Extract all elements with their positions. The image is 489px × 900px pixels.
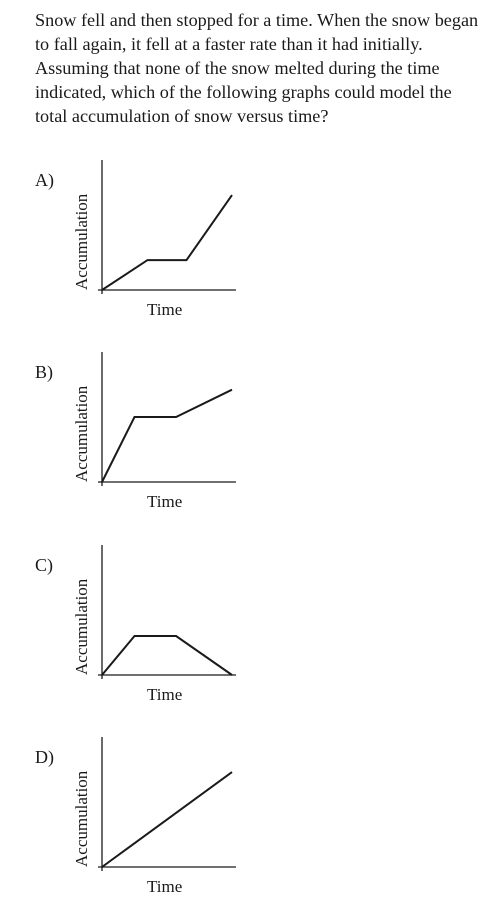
option-letter-b[interactable]: B): [35, 362, 53, 382]
x-axis-label-c: Time: [147, 685, 183, 704]
x-axis-label-b: Time: [147, 492, 183, 511]
option-letter-d[interactable]: D): [35, 747, 54, 767]
question-text: Snow fell and then stopped for a time. W…: [35, 10, 479, 126]
option-letter-c[interactable]: C): [35, 555, 53, 575]
option-letter-a[interactable]: A): [35, 170, 54, 190]
accumulation-line-c: [101, 635, 233, 676]
accumulation-line-d: [101, 771, 233, 868]
accumulation-line-a: [101, 194, 233, 291]
x-axis-label-a: Time: [147, 300, 183, 319]
accumulation-line-b: [101, 388, 233, 483]
x-axis-label-d: Time: [147, 877, 183, 896]
